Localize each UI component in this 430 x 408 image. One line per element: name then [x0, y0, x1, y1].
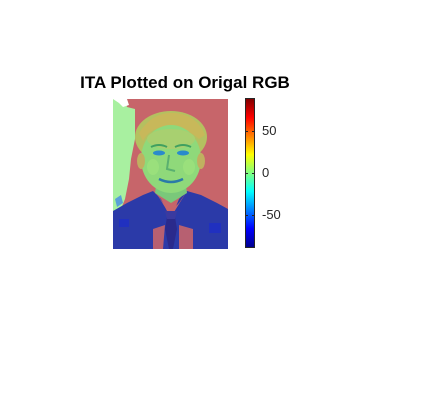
- colorbar-tick-neg50-left: [245, 215, 248, 216]
- suit-shade-right: [209, 223, 221, 233]
- right-eyebrow: [174, 144, 192, 148]
- colorbar-tick-neg50-right: [252, 215, 255, 216]
- colorbar-tick-label: 0: [262, 165, 270, 180]
- colorbar-tick-50-left: [245, 131, 248, 132]
- colorbar-tick-label: -50: [262, 207, 281, 222]
- right-eye: [177, 150, 189, 156]
- ita-image: [113, 99, 228, 249]
- left-blue-speckle: [115, 195, 123, 207]
- colorbar-tick-50-right: [252, 131, 255, 132]
- nose: [165, 154, 176, 172]
- shirt-lower-right: [179, 225, 193, 249]
- colorbar-tick-0-left: [245, 173, 248, 174]
- left-cheek: [147, 159, 159, 175]
- left-light-region: [113, 99, 135, 211]
- right-ear: [197, 153, 205, 169]
- mouth: [158, 177, 184, 184]
- colorbar-tick-0-right: [252, 173, 255, 174]
- suit-shade: [119, 219, 129, 227]
- left-eye: [153, 150, 165, 156]
- top-left-white-region: [113, 99, 129, 107]
- tie-region: [165, 217, 177, 249]
- shirt-lower-left: [153, 225, 165, 249]
- plot-title: ITA Plotted on Origal RGB: [80, 73, 290, 92]
- right-cheek: [183, 159, 195, 175]
- image-axes: [113, 99, 228, 249]
- tie-knot: [165, 211, 177, 219]
- colorbar-tick-label: 50: [262, 123, 277, 138]
- left-ear: [137, 153, 145, 169]
- left-eyebrow: [150, 144, 168, 148]
